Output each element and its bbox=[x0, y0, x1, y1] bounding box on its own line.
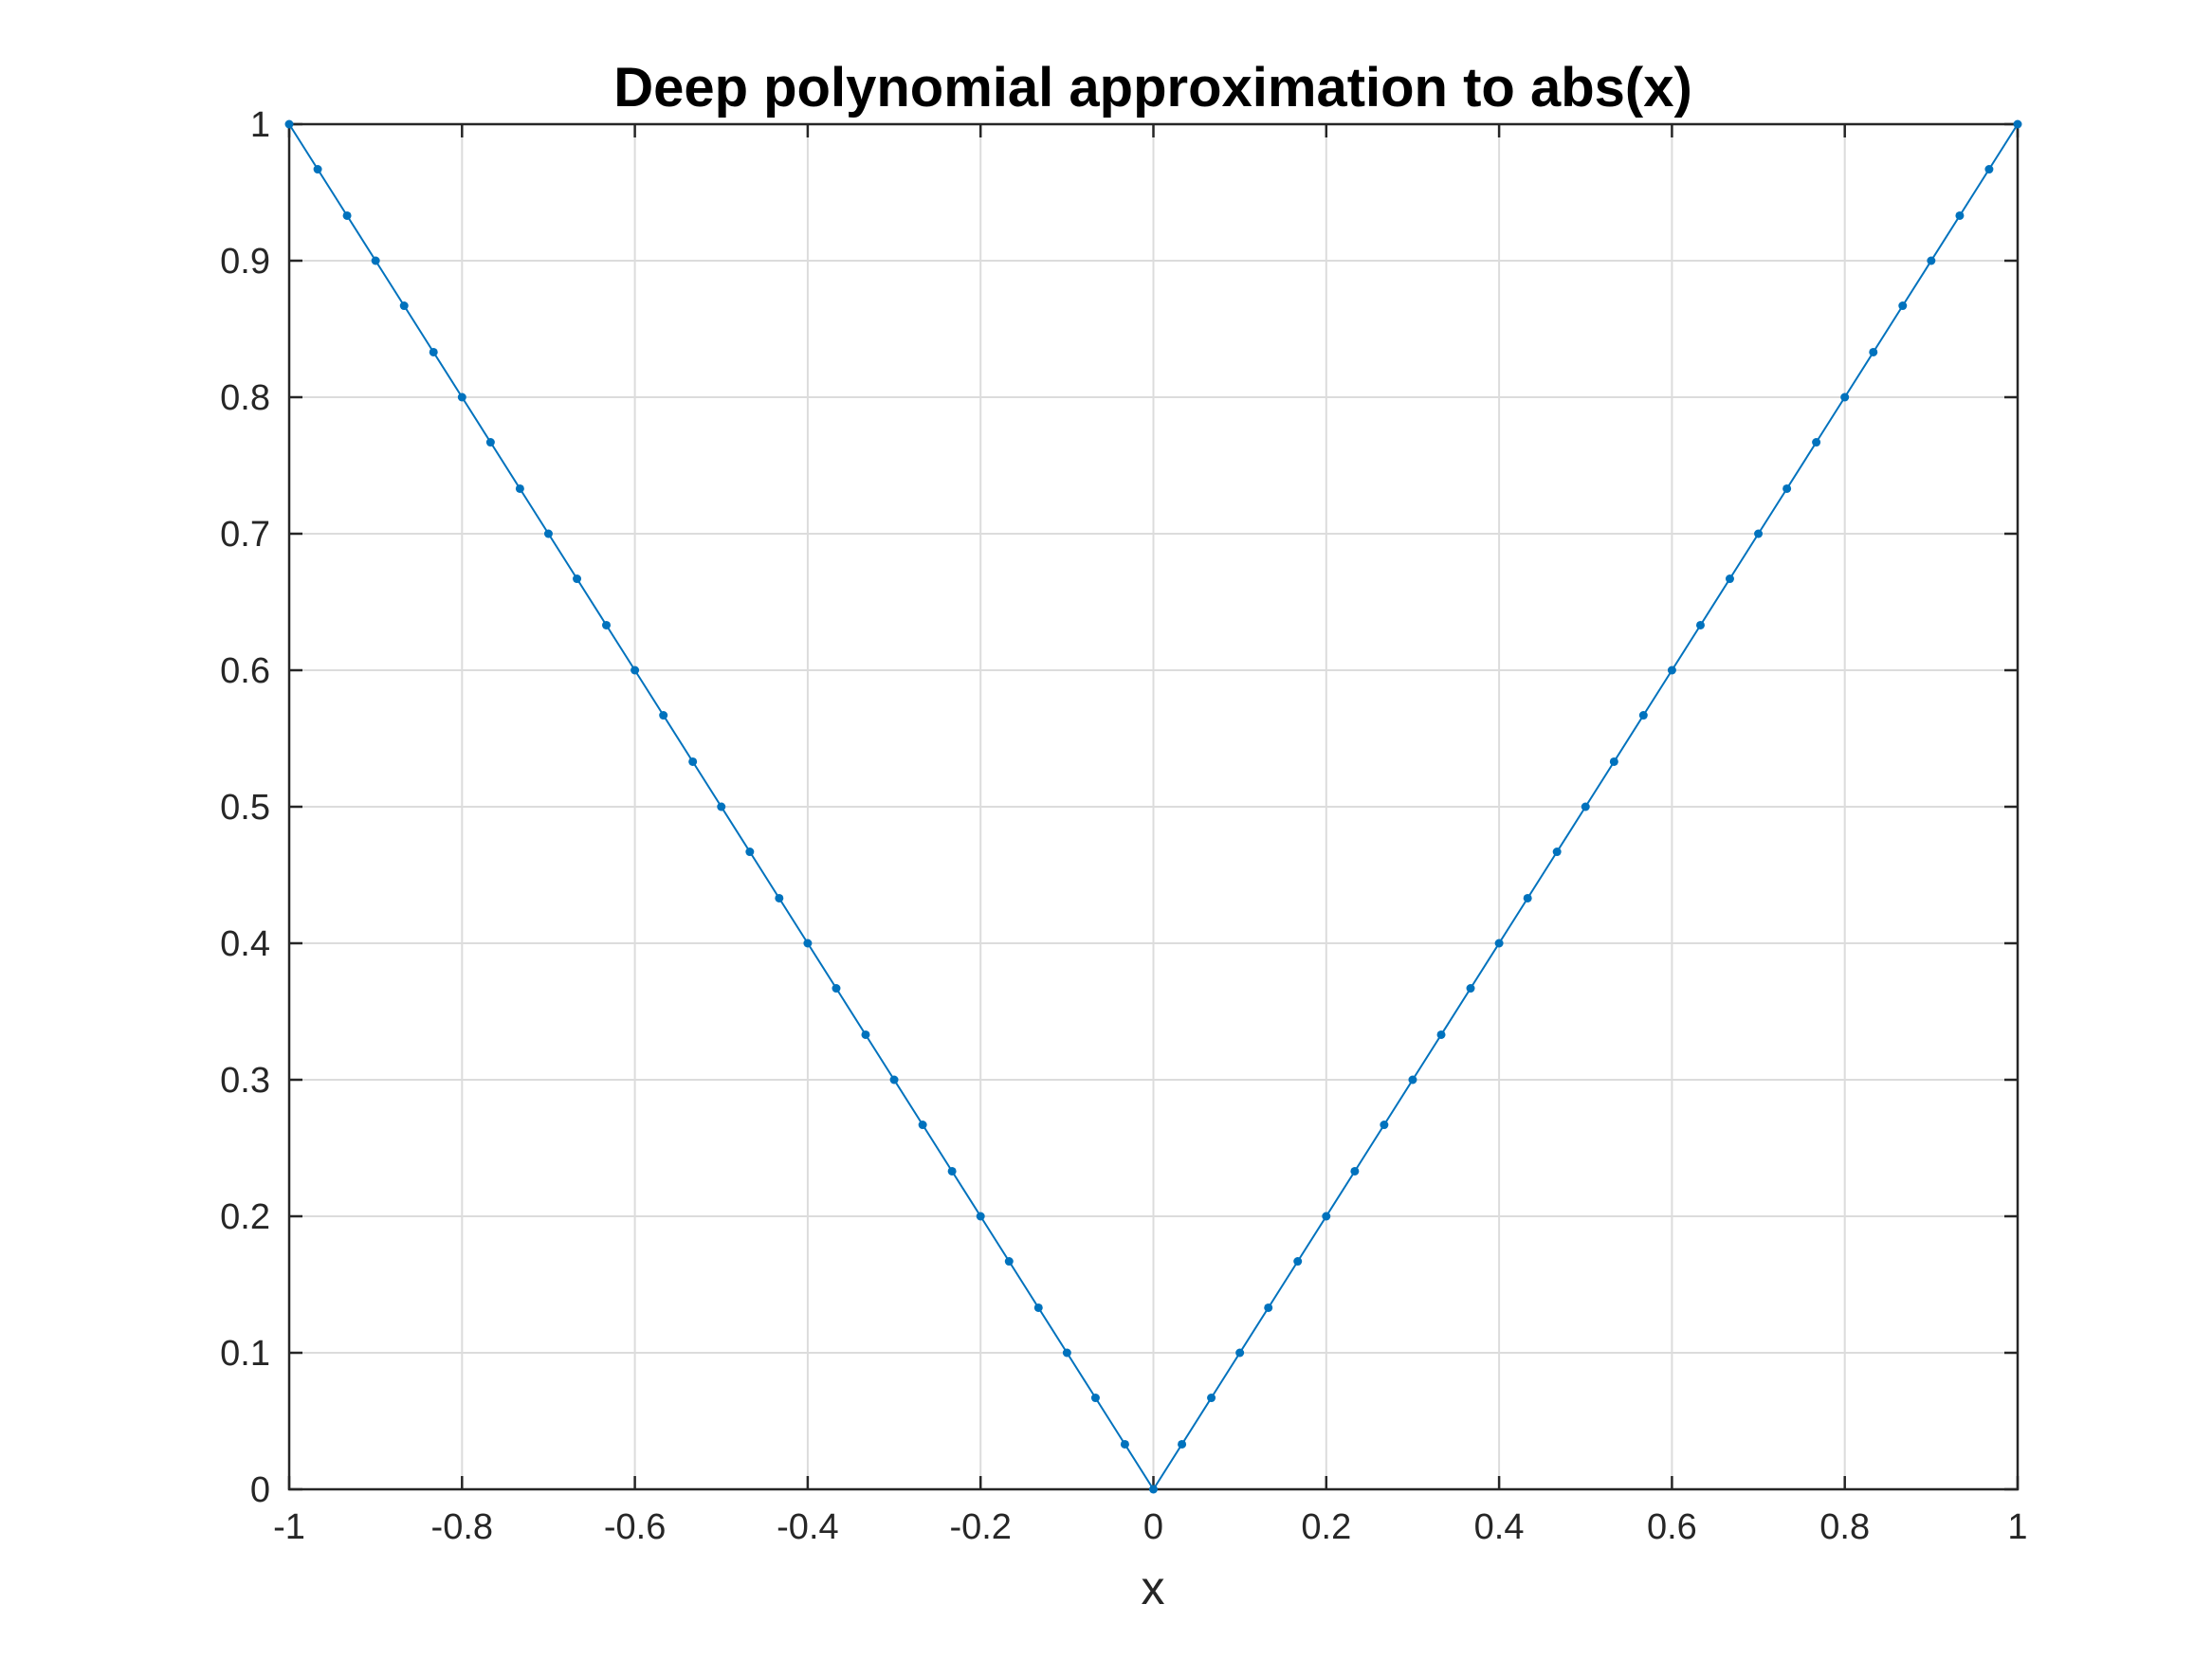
data-point bbox=[1466, 984, 1475, 994]
y-tick-label: 0.1 bbox=[220, 1334, 270, 1374]
x-tick-label: -0.4 bbox=[777, 1507, 838, 1547]
data-point bbox=[1898, 301, 1908, 311]
data-point bbox=[1120, 1439, 1129, 1449]
y-tick-label: 0.2 bbox=[220, 1197, 270, 1237]
data-point bbox=[1235, 1348, 1245, 1358]
x-tick-label: 0.6 bbox=[1647, 1507, 1697, 1547]
data-point bbox=[775, 893, 784, 902]
data-point bbox=[688, 757, 698, 766]
y-axis-ticks: 0 0.1 0.2 0.3 0.4 0.5 0.6 0.7 0.8 0.9 1 bbox=[220, 105, 2018, 1510]
data-point bbox=[1638, 711, 1648, 720]
data-series bbox=[284, 119, 2022, 1494]
data-point bbox=[1293, 1257, 1303, 1267]
x-tick-label: -1 bbox=[273, 1507, 305, 1547]
y-tick-label: 0.8 bbox=[220, 378, 270, 418]
y-tick-label: 0.4 bbox=[220, 924, 270, 964]
data-point bbox=[1436, 1030, 1446, 1039]
data-point bbox=[1207, 1394, 1216, 1403]
data-point bbox=[2013, 119, 2022, 129]
data-point bbox=[1869, 347, 1878, 356]
x-tick-label: 0.4 bbox=[1474, 1507, 1525, 1547]
data-point bbox=[1782, 483, 1792, 493]
y-tick-label: 0.7 bbox=[220, 515, 270, 555]
chart-title: Deep polynomial approximation to abs(x) bbox=[613, 57, 1692, 118]
data-point bbox=[861, 1030, 870, 1039]
x-tick-label: -0.8 bbox=[431, 1507, 493, 1547]
y-tick-label: 1 bbox=[250, 105, 270, 145]
x-tick-label: 0.8 bbox=[1819, 1507, 1870, 1547]
data-point bbox=[1754, 529, 1764, 538]
x-axis-ticks: -1 -0.8 -0.6 -0.4 -0.2 0 0.2 0.4 0.6 0.8 1 bbox=[273, 124, 2028, 1547]
data-point bbox=[1033, 1303, 1043, 1312]
data-point bbox=[1812, 438, 1821, 447]
y-tick-label: 0.5 bbox=[220, 788, 270, 828]
data-point bbox=[947, 1166, 957, 1176]
data-point bbox=[371, 256, 380, 265]
data-point bbox=[284, 119, 294, 129]
data-point bbox=[313, 165, 322, 174]
data-point bbox=[457, 392, 466, 402]
data-point bbox=[1090, 1394, 1100, 1403]
data-point bbox=[1149, 1485, 1158, 1494]
data-point bbox=[1380, 1121, 1389, 1130]
data-point bbox=[543, 529, 553, 538]
x-tick-label: 0 bbox=[1143, 1507, 1163, 1547]
data-point bbox=[573, 574, 582, 584]
data-point bbox=[631, 665, 640, 675]
data-point bbox=[515, 483, 524, 493]
data-point bbox=[1264, 1303, 1273, 1312]
data-point bbox=[1927, 256, 1936, 265]
data-point bbox=[1322, 1212, 1331, 1221]
data-point bbox=[1695, 620, 1705, 629]
x-tick-label: -0.6 bbox=[604, 1507, 666, 1547]
data-point bbox=[717, 802, 726, 811]
data-point bbox=[1408, 1075, 1417, 1085]
data-point bbox=[832, 984, 841, 994]
data-point bbox=[1609, 757, 1618, 766]
data-point bbox=[918, 1121, 927, 1130]
data-point bbox=[1350, 1166, 1360, 1176]
data-point bbox=[1667, 665, 1676, 675]
data-point bbox=[745, 848, 755, 857]
data-point bbox=[1581, 802, 1590, 811]
data-point bbox=[602, 620, 612, 629]
data-point bbox=[342, 210, 352, 220]
x-tick-label: -0.2 bbox=[949, 1507, 1011, 1547]
data-point bbox=[1004, 1257, 1014, 1267]
data-point bbox=[1840, 392, 1850, 402]
data-point bbox=[1725, 574, 1734, 584]
y-tick-label: 0 bbox=[250, 1470, 270, 1510]
data-point bbox=[659, 711, 668, 720]
x-axis-label: x bbox=[1142, 1561, 1165, 1614]
y-tick-label: 0.9 bbox=[220, 242, 270, 282]
data-point bbox=[889, 1075, 899, 1085]
data-point bbox=[485, 438, 495, 447]
data-point bbox=[429, 347, 438, 356]
data-point bbox=[1552, 848, 1562, 857]
data-point bbox=[1178, 1439, 1187, 1449]
x-tick-label: 1 bbox=[2007, 1507, 2027, 1547]
data-point bbox=[1494, 939, 1504, 948]
y-tick-label: 0.3 bbox=[220, 1061, 270, 1101]
data-point bbox=[1523, 893, 1532, 902]
data-point bbox=[1955, 210, 1965, 220]
data-point bbox=[976, 1212, 985, 1221]
data-point bbox=[399, 301, 409, 311]
data-point bbox=[1062, 1348, 1071, 1358]
data-point bbox=[1984, 165, 1994, 174]
y-tick-label: 0.6 bbox=[220, 651, 270, 691]
data-point bbox=[803, 939, 813, 948]
x-tick-label: 0.2 bbox=[1301, 1507, 1351, 1547]
